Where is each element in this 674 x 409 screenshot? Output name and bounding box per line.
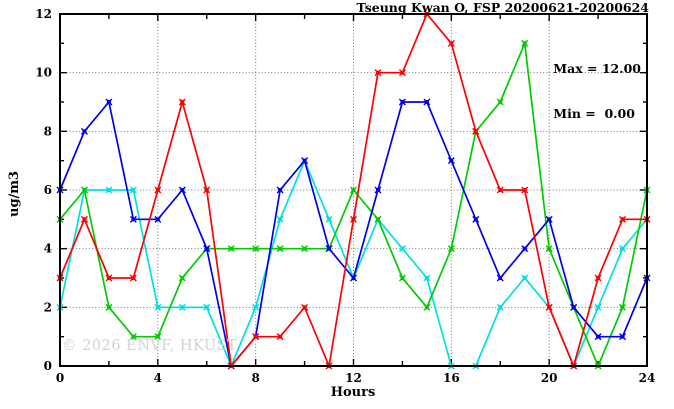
data-point-marker (253, 334, 258, 339)
y-tick-label: 8 (44, 124, 52, 138)
data-point-marker (498, 100, 503, 104)
data-point-marker (498, 188, 503, 192)
data-point-marker (400, 100, 405, 104)
data-point-marker (449, 158, 454, 163)
data-point-marker (620, 246, 625, 251)
data-point-marker (375, 217, 380, 222)
data-point-marker (106, 188, 111, 192)
data-point-marker (547, 217, 552, 222)
data-point-marker (596, 305, 601, 310)
data-point-marker (522, 276, 527, 280)
data-point-marker (180, 100, 185, 104)
y-tick-label: 10 (35, 66, 52, 80)
data-point-marker (204, 246, 209, 251)
x-tick-label: 4 (154, 371, 162, 385)
data-point-marker (351, 276, 356, 280)
data-point-marker (473, 129, 478, 134)
data-point-marker (449, 246, 454, 251)
y-tick-label: 4 (44, 242, 52, 256)
data-point-marker (278, 188, 283, 192)
data-point-marker (204, 188, 209, 192)
y-axis-label: ug/m3 (7, 170, 22, 217)
data-point-marker (498, 276, 503, 280)
data-point-marker (253, 246, 258, 251)
data-point-marker (424, 276, 429, 280)
data-point-marker (620, 334, 625, 339)
x-tick-label: 16 (443, 371, 460, 385)
data-point-marker (155, 334, 160, 339)
data-point-marker (473, 217, 478, 222)
data-point-marker (351, 217, 356, 222)
x-tick-label: 8 (251, 371, 259, 385)
data-point-marker (620, 305, 625, 310)
x-tick-label: 0 (56, 371, 64, 385)
data-point-marker (327, 246, 332, 251)
data-point-marker (424, 100, 429, 104)
x-tick-label: 24 (639, 371, 656, 385)
data-point-marker (547, 305, 552, 310)
data-point-marker (620, 217, 625, 222)
data-point-marker (106, 276, 111, 280)
y-tick-label: 6 (44, 183, 52, 197)
data-point-marker (522, 188, 527, 192)
data-point-marker (327, 217, 332, 222)
data-point-marker (424, 305, 429, 310)
watermark: © 2026 ENVF, HKUST (62, 338, 238, 354)
data-point-marker (155, 305, 160, 310)
data-point-marker (400, 246, 405, 251)
y-tick-label: 0 (44, 359, 52, 373)
data-point-marker (522, 246, 527, 251)
data-point-marker (547, 246, 552, 251)
data-point-marker (131, 276, 136, 280)
data-point-marker (302, 305, 307, 310)
data-point-marker (180, 305, 185, 310)
data-point-marker (400, 276, 405, 280)
data-point-marker (155, 188, 160, 192)
data-point-marker (131, 217, 136, 222)
data-point-marker (131, 188, 136, 192)
chart-title: Tseung Kwan O, FSP 20200621-20200624 (356, 0, 649, 15)
max-value-label: Max = 12.00 (553, 61, 641, 76)
data-point-marker (229, 246, 234, 251)
data-point-marker (522, 41, 527, 46)
data-point-marker (596, 334, 601, 339)
data-point-marker (106, 100, 111, 104)
data-point-marker (278, 334, 283, 339)
y-tick-label: 2 (44, 300, 52, 314)
data-point-marker (180, 276, 185, 280)
data-point-marker (204, 305, 209, 310)
data-point-marker (253, 305, 258, 310)
data-point-marker (375, 188, 380, 192)
data-point-marker (82, 217, 87, 222)
data-point-marker (302, 246, 307, 251)
data-point-marker (571, 305, 576, 310)
y-tick-label: 12 (35, 7, 52, 21)
data-point-marker (351, 188, 356, 192)
x-tick-label: 12 (345, 371, 362, 385)
min-value-label: Min = 0.00 (553, 106, 635, 121)
data-point-marker (82, 129, 87, 134)
data-point-marker (155, 217, 160, 222)
data-point-marker (82, 188, 87, 192)
data-point-marker (375, 70, 380, 75)
data-point-marker (278, 246, 283, 251)
data-point-marker (302, 158, 307, 163)
data-point-marker (400, 70, 405, 75)
stats-annotation: Max = 12.00 Min = 0.00 (553, 31, 641, 151)
plot-frame (59, 13, 648, 367)
data-point-marker (498, 305, 503, 310)
data-point-marker (106, 305, 111, 310)
x-axis-label: Hours (330, 385, 376, 400)
data-point-marker (131, 334, 136, 339)
x-tick-label: 20 (541, 371, 558, 385)
data-point-marker (180, 188, 185, 192)
data-point-marker (278, 217, 283, 222)
data-point-marker (596, 276, 601, 280)
data-point-marker (449, 41, 454, 46)
